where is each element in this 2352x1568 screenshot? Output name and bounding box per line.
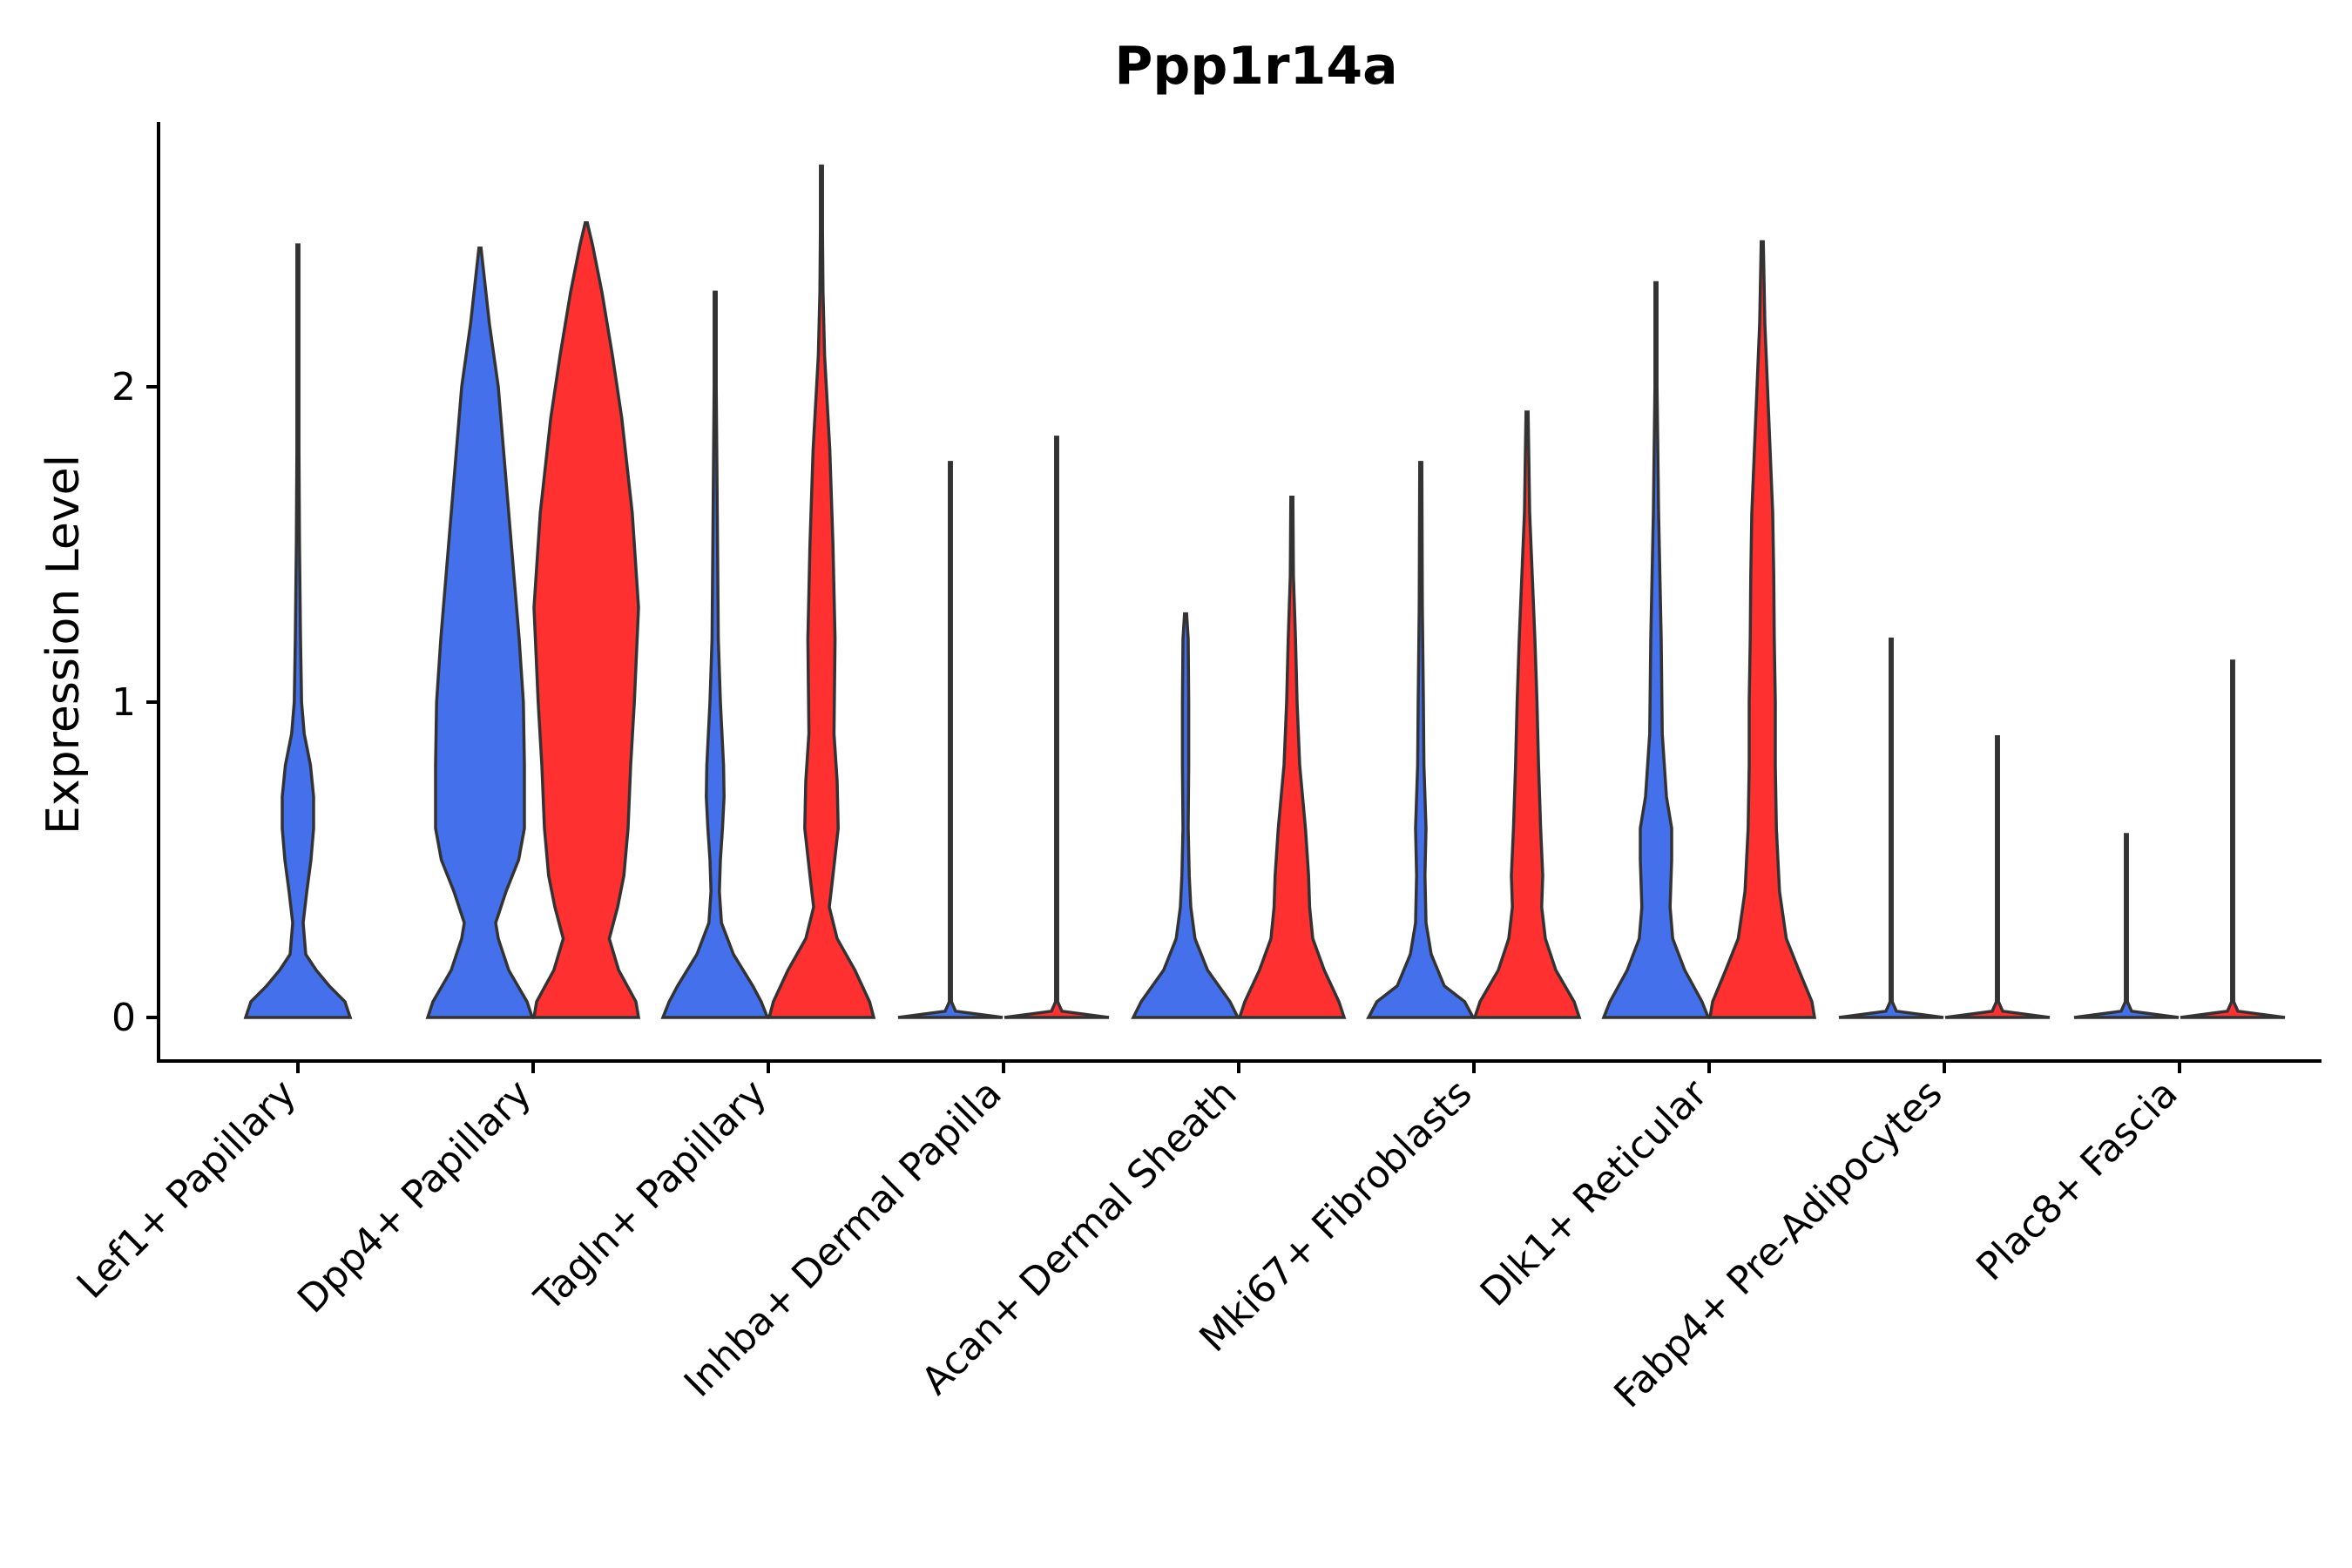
violin-2-blue — [660, 290, 770, 1019]
violin-6-red — [1707, 240, 1817, 1019]
violin-3-red — [1004, 436, 1110, 1019]
violin-4-blue — [1131, 612, 1240, 1019]
violin-4-red — [1237, 495, 1347, 1019]
violin-8-blue — [2073, 833, 2180, 1019]
violin-3-blue — [897, 461, 1004, 1019]
violin-2-red — [767, 164, 876, 1019]
y-axis-label: Expression Level — [37, 455, 90, 835]
violin-6-blue — [1601, 280, 1711, 1019]
violin-7-red — [1944, 735, 2051, 1019]
violin-layer — [243, 164, 2286, 1019]
violin-1-blue — [425, 246, 535, 1019]
violin-0-blue — [243, 243, 353, 1019]
violin-7-blue — [1838, 637, 1944, 1019]
y-tick-label: 0 — [112, 996, 136, 1040]
violin-5-red — [1472, 410, 1582, 1019]
violin-8-red — [2180, 659, 2286, 1019]
y-ticks: 0 1 2 — [112, 365, 159, 1040]
chart-title: Ppp1r14a — [1114, 36, 1397, 97]
violin-5-blue — [1366, 461, 1476, 1019]
y-tick-label: 1 — [112, 680, 136, 725]
y-tick-label: 2 — [112, 365, 136, 409]
violin-1-red — [531, 221, 641, 1019]
